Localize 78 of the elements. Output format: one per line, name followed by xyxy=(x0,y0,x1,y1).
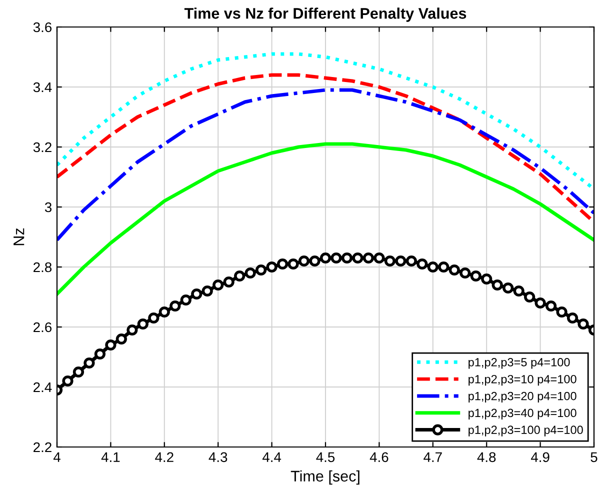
point xyxy=(362,252,374,264)
point xyxy=(513,285,524,297)
y-tick-label: 3.6 xyxy=(33,22,52,32)
point xyxy=(126,324,138,336)
point xyxy=(438,261,450,273)
x-tick-label: 4.1 xyxy=(101,452,120,462)
y-tick-label: 2.8 xyxy=(34,262,52,272)
y-tick-label: 3.4 xyxy=(33,82,52,92)
point xyxy=(180,294,192,306)
point xyxy=(492,279,503,291)
point xyxy=(406,255,417,267)
x-tick-label: 4.5 xyxy=(316,452,335,462)
point xyxy=(448,264,460,276)
point xyxy=(395,255,406,267)
point xyxy=(170,300,181,312)
point xyxy=(416,258,428,270)
point xyxy=(244,267,256,279)
point xyxy=(116,333,127,345)
x-tick-label: 4.9 xyxy=(530,452,550,462)
point xyxy=(276,258,288,270)
point xyxy=(94,348,106,360)
point xyxy=(578,318,589,330)
y-tick-label: 2.4 xyxy=(34,382,52,392)
y-tick-label: 3.2 xyxy=(33,142,52,152)
point xyxy=(256,264,267,276)
x-tick-label: 5 xyxy=(590,452,598,462)
point xyxy=(460,267,471,279)
point xyxy=(374,252,385,264)
point xyxy=(309,255,320,267)
x-tick-label: 4.8 xyxy=(477,452,496,462)
y-tick-label: 3 xyxy=(44,202,52,212)
point xyxy=(137,318,148,330)
point xyxy=(288,258,299,270)
point xyxy=(470,270,482,282)
point xyxy=(566,312,578,324)
point xyxy=(84,357,95,369)
x-tick-label: 4.2 xyxy=(155,452,174,462)
point xyxy=(72,366,84,378)
point xyxy=(320,252,332,264)
point xyxy=(341,252,353,264)
x-tick-label: 4.6 xyxy=(370,452,388,462)
x-tick-label: 4 xyxy=(53,452,60,462)
point xyxy=(534,297,546,309)
point xyxy=(234,270,246,282)
x-tick-label: 4.7 xyxy=(424,452,442,462)
point xyxy=(545,300,557,312)
point xyxy=(352,252,364,264)
point xyxy=(202,285,213,297)
point xyxy=(384,255,396,267)
legend-label: p1,p2,p3=40 p4=100 xyxy=(468,408,576,420)
x-tick-label: 4.4 xyxy=(262,452,282,462)
point xyxy=(524,291,536,303)
point xyxy=(62,375,74,387)
legend-label: p1,p2,p3=5 p4=100 xyxy=(468,358,570,369)
point xyxy=(191,288,202,300)
point xyxy=(556,306,568,318)
y-axis-title: Nz xyxy=(14,228,24,246)
chart-title: Time vs Nz for Different Penalty Values xyxy=(184,8,466,22)
point xyxy=(427,261,438,273)
legend-label: p1,p2,p3=10 p4=100 xyxy=(468,374,576,386)
legend-label: p1,p2,p3=20 p4=100 xyxy=(468,392,576,403)
line-series xyxy=(57,142,594,296)
x-axis-title: Time [sec] xyxy=(290,470,360,485)
point xyxy=(212,279,224,291)
point xyxy=(148,312,160,324)
y-tick-label: 2.6 xyxy=(34,322,52,332)
point xyxy=(105,339,116,351)
x-tick-label: 4.3 xyxy=(208,452,228,462)
point xyxy=(330,252,342,264)
point xyxy=(481,273,492,285)
point xyxy=(298,255,310,267)
point xyxy=(502,282,514,294)
point xyxy=(223,276,234,288)
line-series xyxy=(57,88,594,242)
point xyxy=(266,261,278,273)
y-tick-label: 2.2 xyxy=(34,442,52,452)
legend-label: p1,p2,p3=100 p4=100 xyxy=(468,426,583,436)
point xyxy=(158,306,170,318)
